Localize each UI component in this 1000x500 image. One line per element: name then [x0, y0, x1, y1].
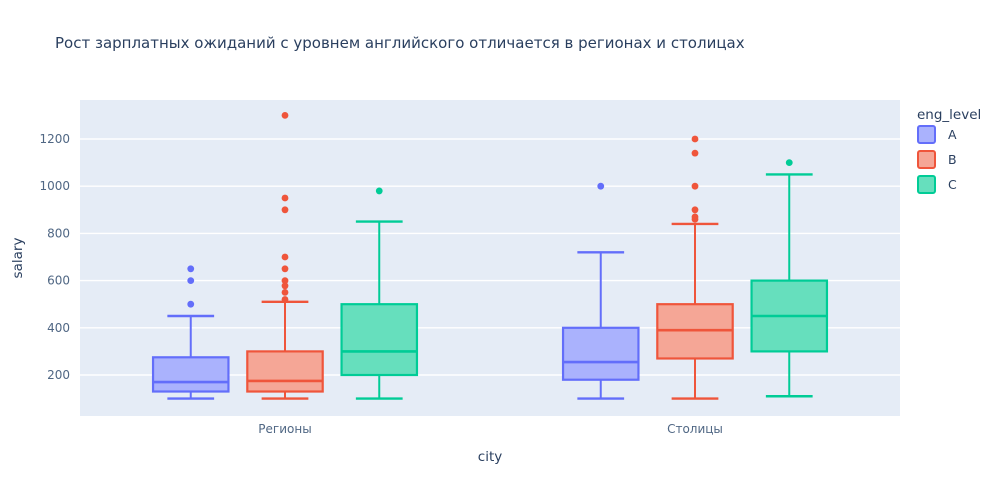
x-tick-label: Столицы	[667, 422, 723, 436]
outlier-point	[691, 182, 699, 190]
box-body	[561, 326, 640, 381]
outlier-point	[281, 206, 289, 214]
box-C-Регионы	[340, 187, 419, 400]
box-A-Столицы	[561, 182, 640, 400]
y-tick-label: 800	[47, 226, 70, 240]
box-C-Столицы	[750, 159, 829, 398]
outlier-point	[597, 182, 605, 190]
x-tick-labels: Регионы Столицы	[258, 422, 723, 436]
legend-title: eng_level	[917, 107, 981, 123]
y-tick-label: 400	[47, 321, 70, 335]
y-tick-labels: 200 400 600 800 1000 1200	[39, 132, 70, 382]
outlier-point	[691, 149, 699, 157]
outlier-point	[281, 265, 289, 273]
outlier-point	[281, 253, 289, 261]
outlier-point	[785, 159, 793, 167]
legend-label-A[interactable]: A	[948, 127, 957, 142]
legend-label-C[interactable]: C	[948, 177, 957, 192]
box-B-Регионы	[246, 112, 324, 400]
outlier-point	[281, 277, 289, 284]
outlier-point	[281, 296, 289, 303]
outlier-point	[281, 112, 289, 119]
legend-label-B[interactable]: B	[948, 152, 957, 167]
legend-swatch-A[interactable]	[917, 125, 936, 144]
box-A-Регионы	[151, 265, 230, 400]
x-axis-title: city	[478, 449, 502, 465]
outlier-point	[281, 282, 289, 290]
outlier-point	[691, 213, 699, 221]
outlier-point	[281, 289, 289, 296]
outlier-point	[187, 277, 195, 284]
boxplot-series-group	[151, 112, 829, 400]
outlier-point	[375, 187, 383, 195]
box-B-Столицы	[656, 135, 734, 400]
outlier-point	[187, 265, 195, 273]
box-body	[246, 350, 324, 393]
legend: eng_level ABC	[917, 107, 981, 194]
box-body	[151, 356, 230, 393]
box-body	[340, 303, 419, 377]
y-tick-label: 1200	[39, 132, 70, 146]
legend-swatch-B[interactable]	[917, 150, 936, 169]
y-tick-label: 1000	[39, 179, 70, 193]
y-axis-title: salary	[10, 238, 26, 279]
outlier-point	[187, 300, 195, 308]
x-tick-label: Регионы	[258, 422, 311, 436]
outlier-point	[691, 135, 699, 143]
legend-swatch-C[interactable]	[917, 175, 936, 194]
y-tick-label: 200	[47, 368, 70, 382]
chart-title: Рост зарплатных ожиданий с уровнем англи…	[55, 34, 745, 52]
outlier-point	[691, 206, 699, 214]
y-tick-label: 600	[47, 274, 70, 288]
outlier-point	[281, 194, 289, 202]
